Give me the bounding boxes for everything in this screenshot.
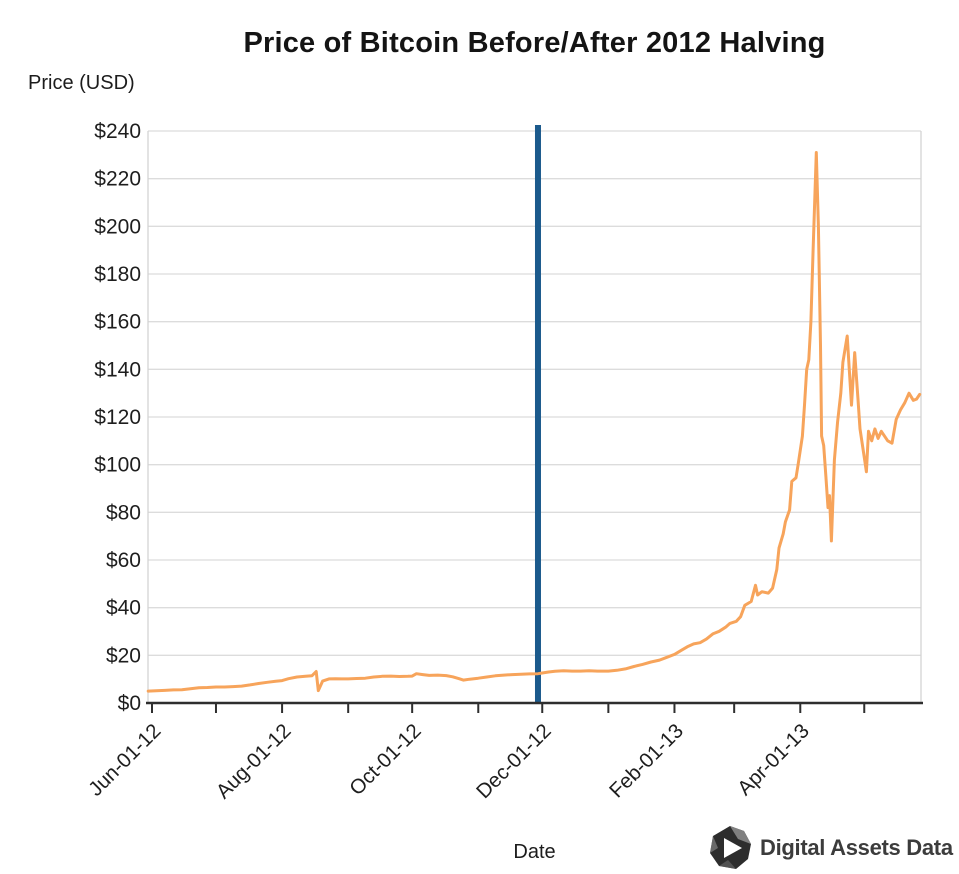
y-tick-label: $80 (106, 501, 141, 524)
chart-title: Price of Bitcoin Before/After 2012 Halvi… (243, 27, 826, 59)
y-tick-label: $240 (94, 120, 141, 143)
x-tick-label: Feb-01-13 (605, 719, 688, 802)
y-tick-label: $0 (118, 692, 141, 715)
y-tick-label: $180 (94, 263, 141, 286)
price-line (146, 151, 922, 693)
brand-name: Digital Assets Data (760, 835, 953, 860)
y-tick-label: $200 (94, 215, 141, 238)
y-tick-label: $100 (94, 454, 141, 477)
x-tick-label: Apr-01-13 (733, 719, 814, 800)
y-axis-title: Price (USD) (28, 72, 135, 94)
y-tick-label: $40 (106, 597, 141, 620)
x-tick-label: Oct-01-12 (345, 719, 426, 800)
x-axis-title: Date (513, 841, 556, 863)
y-tick-label: $140 (94, 358, 141, 381)
y-tick-label: $60 (106, 549, 141, 572)
y-tick-label: $220 (94, 168, 141, 191)
brand-logo: Digital Assets Data (706, 824, 953, 872)
x-tick-label: Dec-01-12 (472, 719, 556, 803)
y-tick-label: $120 (94, 406, 141, 429)
y-tick-label: $20 (106, 644, 141, 667)
x-tick-label: Jun-01-12 (84, 719, 166, 801)
digital-assets-data-icon (710, 826, 751, 869)
y-tick-label: $160 (94, 311, 141, 334)
x-tick-label: Aug-01-12 (212, 719, 296, 803)
